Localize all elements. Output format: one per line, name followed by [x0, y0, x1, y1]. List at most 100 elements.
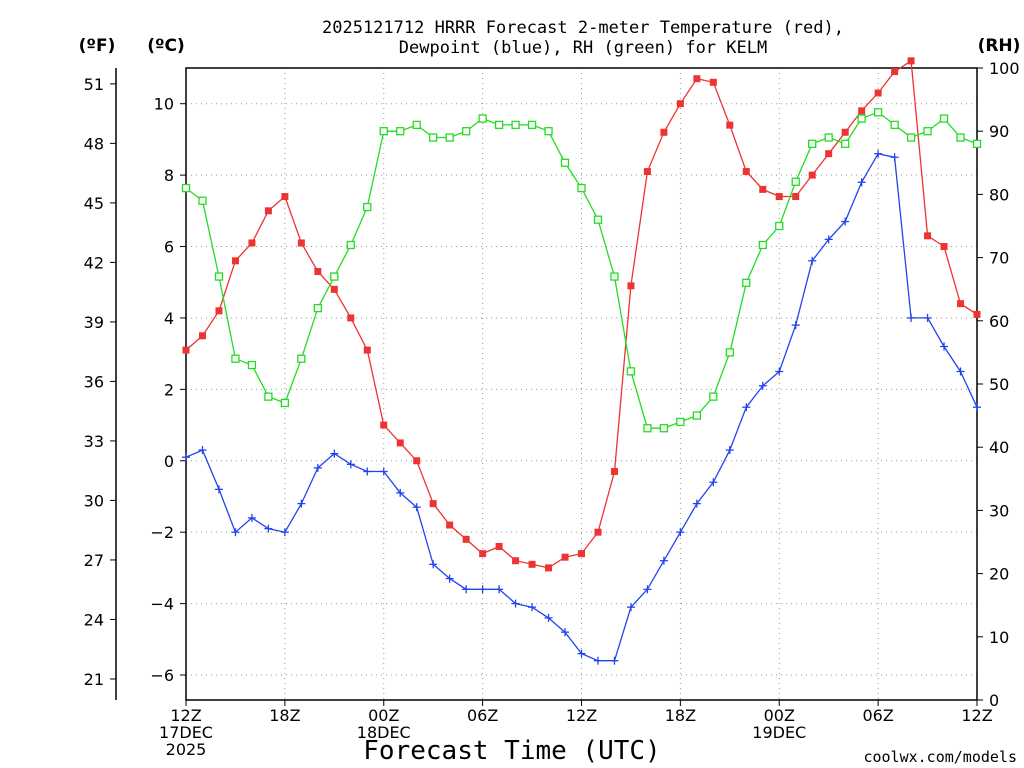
rh-tick-label: 30	[989, 501, 1009, 520]
x-tick-label: 06Z	[862, 706, 893, 725]
temperature-point	[709, 78, 717, 86]
dewpoint-point	[396, 488, 405, 497]
temperature-point	[363, 346, 371, 354]
temperature-point	[808, 171, 816, 179]
celsius-tick-label: 10	[154, 95, 174, 114]
dewpoint-point	[346, 460, 355, 469]
rh-point	[841, 139, 850, 148]
temperature-point	[330, 285, 338, 293]
rh-point	[560, 158, 570, 167]
rh-point	[214, 272, 224, 281]
dewpoint-point	[363, 467, 372, 476]
dewpoint-point	[495, 585, 504, 594]
rh-point	[709, 392, 718, 401]
temperature-point	[429, 500, 437, 508]
dewpoint-point	[198, 446, 207, 455]
temperature-point	[479, 550, 487, 558]
fahrenheit-tick-label: 48	[84, 134, 104, 153]
celsius-tick-label: 6	[164, 238, 174, 257]
rh-point	[445, 133, 454, 142]
fahrenheit-tick-label: 36	[84, 372, 104, 391]
fahrenheit-tick-label: 30	[84, 491, 104, 510]
dewpoint-point	[593, 656, 602, 665]
temperature-line	[185, 59, 978, 569]
dewpoint-point	[429, 560, 438, 569]
dewpoint-point	[890, 153, 899, 162]
temperature-point	[297, 239, 305, 247]
temperature-point	[264, 207, 272, 215]
temperature-point	[940, 243, 948, 251]
dewpoint-point	[907, 313, 916, 322]
rh-point	[906, 133, 916, 142]
temperature-point	[924, 232, 932, 240]
temperature-point	[627, 282, 635, 290]
rh-tick-label: 50	[989, 375, 1009, 394]
temperature-point	[660, 128, 668, 136]
x-tick-label: 17DEC	[159, 723, 213, 742]
rh-point	[775, 221, 784, 231]
rh-point	[873, 108, 883, 117]
dewpoint-point	[676, 528, 685, 537]
temperature-point	[413, 457, 421, 465]
dewpoint-point	[775, 367, 784, 376]
dewpoint-point	[808, 256, 817, 265]
dewpoint-point	[626, 603, 635, 612]
rh-point	[758, 240, 767, 250]
temperature-point	[610, 467, 618, 475]
temperature-point	[759, 185, 767, 193]
dewpoint-point	[610, 656, 619, 665]
x-tick-label: 06Z	[467, 706, 498, 725]
chart-title-line-2: Dewpoint (blue), RH (green) for KELM	[399, 38, 767, 58]
rh-point	[494, 120, 504, 130]
dewpoint-point	[412, 503, 421, 512]
rh-tick-label: 0	[989, 691, 999, 710]
x-tick-label: 18DEC	[357, 723, 411, 742]
gridlines	[186, 68, 977, 700]
data-series	[181, 57, 982, 665]
dewpoint-point	[247, 513, 256, 522]
celsius-tick-label: −2	[150, 523, 174, 542]
rh-point	[181, 183, 191, 193]
dewpoint-point	[742, 403, 751, 412]
rh-point	[824, 133, 833, 142]
celsius-unit-label: (ºC)	[147, 36, 185, 56]
dewpoint-point	[528, 603, 537, 612]
rh-point	[412, 120, 421, 130]
dewpoint-point	[544, 613, 553, 622]
dewpoint-point	[379, 467, 388, 476]
dewpoint-point	[923, 313, 932, 322]
rh-point	[330, 272, 339, 281]
rh-point	[363, 202, 372, 212]
rh-point	[511, 120, 520, 130]
temperature-point	[825, 150, 833, 158]
dewpoint-point	[824, 235, 833, 244]
temperature-point	[281, 193, 289, 201]
rh-tick-label: 80	[989, 185, 1009, 204]
celsius-tick-label: −4	[150, 595, 174, 614]
x-tick-label: 19DEC	[752, 723, 806, 742]
celsius-tick-label: 4	[164, 309, 174, 328]
fahrenheit-unit-label: (ºF)	[79, 36, 116, 56]
rh-point	[198, 196, 207, 205]
dewpoint-point	[940, 342, 949, 351]
rh-line	[185, 111, 978, 429]
dewpoint-point	[214, 485, 223, 494]
dewpoint-point	[182, 453, 190, 462]
dewpoint-point	[264, 524, 273, 533]
x-tick-label: 18Z	[269, 706, 300, 725]
temperature-point	[643, 168, 651, 176]
temperature-point	[775, 193, 783, 201]
rh-point	[956, 133, 965, 142]
temperature-point	[726, 121, 734, 129]
dewpoint-point	[462, 585, 471, 594]
rh-point	[808, 139, 817, 148]
temperature-point	[446, 521, 454, 529]
x-tick-label: 18Z	[665, 706, 696, 725]
dewpoint-point	[643, 585, 652, 594]
rh-tick-label: 60	[989, 312, 1009, 331]
x-tick-label: 12Z	[170, 706, 201, 725]
rh-point	[626, 367, 636, 376]
temperature-point	[347, 314, 355, 322]
dewpoint-point	[231, 528, 240, 537]
